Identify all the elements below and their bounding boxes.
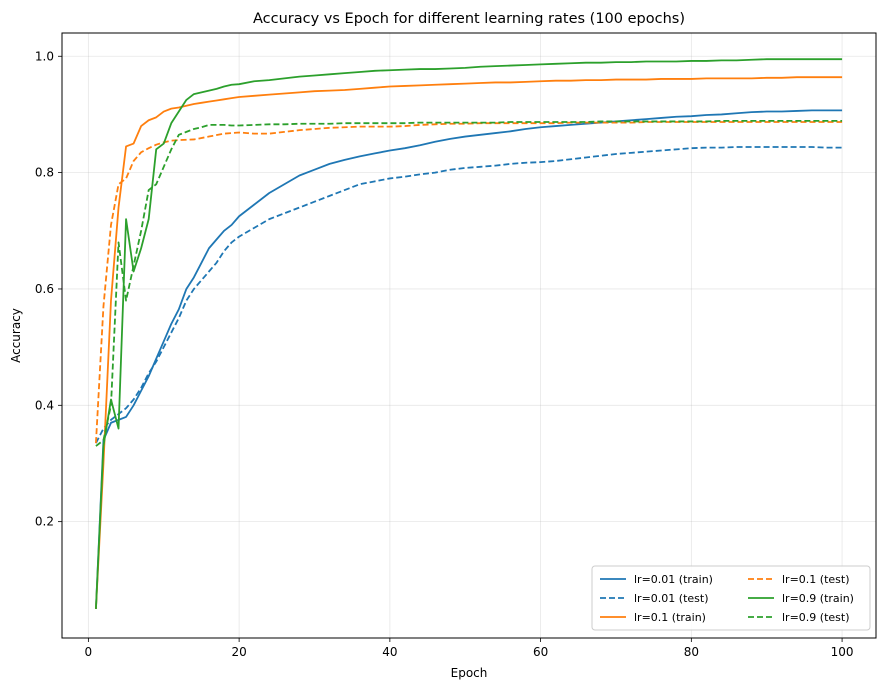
legend-box bbox=[591, 565, 871, 631]
legend-label-4: lr=0.9 (train) bbox=[782, 592, 854, 605]
series-line-4 bbox=[95, 58, 843, 609]
series-line-2 bbox=[95, 76, 843, 609]
plot-frame bbox=[61, 32, 877, 639]
chart-title: Accuracy vs Epoch for different learning… bbox=[253, 11, 685, 27]
x-tick-label-3: 60 bbox=[533, 645, 548, 659]
x-tick-label-1: 20 bbox=[231, 645, 246, 659]
series-line-5 bbox=[95, 119, 843, 447]
legend-label-1: lr=0.01 (test) bbox=[634, 592, 709, 605]
legend-label-0: lr=0.01 (train) bbox=[634, 573, 713, 586]
y-tick-label-2: 0.6 bbox=[35, 282, 54, 296]
y-tick-label-1: 0.4 bbox=[35, 398, 54, 412]
x-tick-label-0: 0 bbox=[85, 645, 93, 659]
x-axis-label: Epoch bbox=[451, 666, 488, 680]
y-tick-label-3: 0.8 bbox=[35, 166, 54, 180]
series-line-1 bbox=[95, 146, 843, 444]
y-tick-label-4: 1.0 bbox=[35, 49, 54, 63]
x-tick-label-4: 80 bbox=[684, 645, 699, 659]
legend-label-2: lr=0.1 (train) bbox=[634, 611, 706, 624]
grid-lines bbox=[62, 33, 876, 638]
axis-ticks: 0 20 40 60 80 100 0.2 0.4 0.6 0.8 1.0 bbox=[35, 49, 854, 659]
y-tick-label-0: 0.2 bbox=[35, 515, 54, 529]
y-axis-label: Accuracy bbox=[9, 308, 23, 363]
x-tick-label-5: 100 bbox=[831, 645, 854, 659]
series-line-0 bbox=[95, 109, 843, 609]
legend-label-3: lr=0.1 (test) bbox=[782, 573, 850, 586]
legend-label-5: lr=0.9 (test) bbox=[782, 611, 850, 624]
series-lines bbox=[95, 58, 843, 609]
legend: lr=0.01 (train) lr=0.01 (test) lr=0.1 (tra… bbox=[591, 565, 871, 631]
x-tick-label-2: 40 bbox=[382, 645, 397, 659]
